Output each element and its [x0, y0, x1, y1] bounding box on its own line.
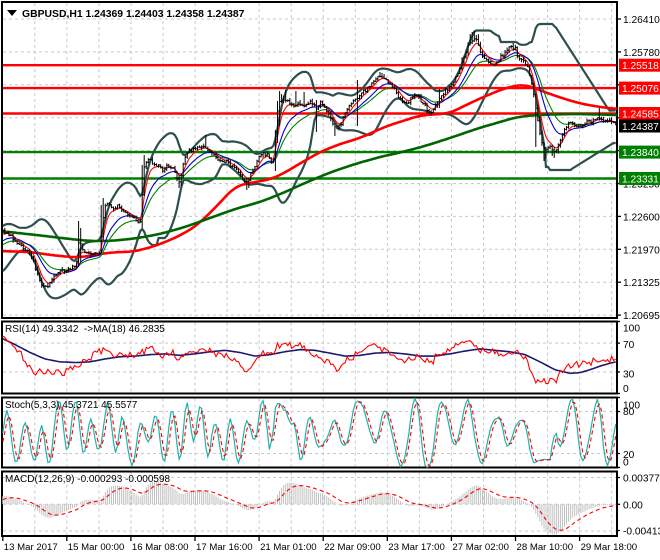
svg-text:29 Mar 18:00: 29 Mar 18:00 [581, 542, 638, 553]
svg-text:16 Mar 08:00: 16 Mar 08:00 [132, 542, 189, 553]
svg-text:70: 70 [623, 340, 635, 351]
svg-text:1.23331: 1.23331 [622, 175, 659, 186]
svg-text:0.003776: 0.003776 [623, 474, 660, 485]
svg-text:1.20695: 1.20695 [623, 311, 660, 322]
svg-text:17 Mar 16:00: 17 Mar 16:00 [196, 542, 253, 553]
svg-text:0: 0 [623, 457, 629, 468]
svg-text:1.25780: 1.25780 [623, 48, 660, 59]
svg-text:Stoch(5,3,3) 45.3721 45.5577: Stoch(5,3,3) 45.3721 45.5577 [5, 400, 138, 411]
svg-text:100: 100 [623, 324, 640, 335]
svg-text:0.00: 0.00 [623, 500, 643, 511]
svg-text:1.21325: 1.21325 [623, 278, 660, 289]
svg-text:RSI(14) 49.3342 ->MA(18) 46.2: RSI(14) 49.3342 ->MA(18) 46.2835 [5, 324, 165, 335]
svg-text:13 Mar 2017: 13 Mar 2017 [4, 542, 58, 553]
svg-text:23 Mar 17:00: 23 Mar 17:00 [388, 542, 445, 553]
svg-text:1.21970: 1.21970 [623, 245, 660, 256]
svg-text:1.26410: 1.26410 [623, 15, 660, 26]
svg-text:15 Mar 00:00: 15 Mar 00:00 [68, 542, 125, 553]
svg-text:-0.0041330: -0.0041330 [623, 527, 660, 538]
svg-text:21 Mar 01:00: 21 Mar 01:00 [260, 542, 317, 553]
svg-text:1.24387: 1.24387 [622, 122, 659, 133]
svg-text:30: 30 [623, 370, 635, 381]
svg-text:20: 20 [623, 450, 635, 461]
svg-text:1.25518: 1.25518 [622, 61, 659, 72]
svg-text:1.23840: 1.23840 [622, 148, 659, 159]
svg-text:80: 80 [623, 407, 635, 418]
svg-text:27 Mar 02:00: 27 Mar 02:00 [452, 542, 509, 553]
svg-text:1.24585: 1.24585 [622, 110, 659, 121]
svg-text:0: 0 [623, 384, 629, 395]
svg-text:100: 100 [623, 401, 640, 412]
svg-text:GBPUSD,H1 1.24369 1.24403 1.24: GBPUSD,H1 1.24369 1.24403 1.24358 1.2438… [22, 9, 245, 20]
svg-text:28 Mar 10:00: 28 Mar 10:00 [517, 542, 574, 553]
svg-text:MACD(12,26,9) -0.000293 -0.000: MACD(12,26,9) -0.000293 -0.000598 [5, 474, 171, 485]
svg-text:1.22600: 1.22600 [623, 212, 660, 223]
svg-text:1.25076: 1.25076 [622, 84, 659, 95]
svg-text:22 Mar 09:00: 22 Mar 09:00 [324, 542, 381, 553]
